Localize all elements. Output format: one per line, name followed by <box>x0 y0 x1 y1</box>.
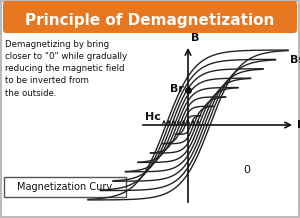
Text: Br: Br <box>170 84 184 94</box>
Text: H: H <box>297 120 300 130</box>
FancyBboxPatch shape <box>3 1 297 33</box>
Text: Magnetization Curv: Magnetization Curv <box>17 182 112 192</box>
Text: Demagnetizing by bring
closer to "0" while gradually
reducing the magnetic field: Demagnetizing by bring closer to "0" whi… <box>5 40 127 98</box>
Text: B: B <box>191 33 200 43</box>
Text: 0: 0 <box>243 165 250 175</box>
FancyBboxPatch shape <box>4 177 126 197</box>
Text: Principle of Demagnetization: Principle of Demagnetization <box>25 12 275 27</box>
Text: Bs: Bs <box>290 55 300 65</box>
Text: Hc: Hc <box>145 112 161 122</box>
